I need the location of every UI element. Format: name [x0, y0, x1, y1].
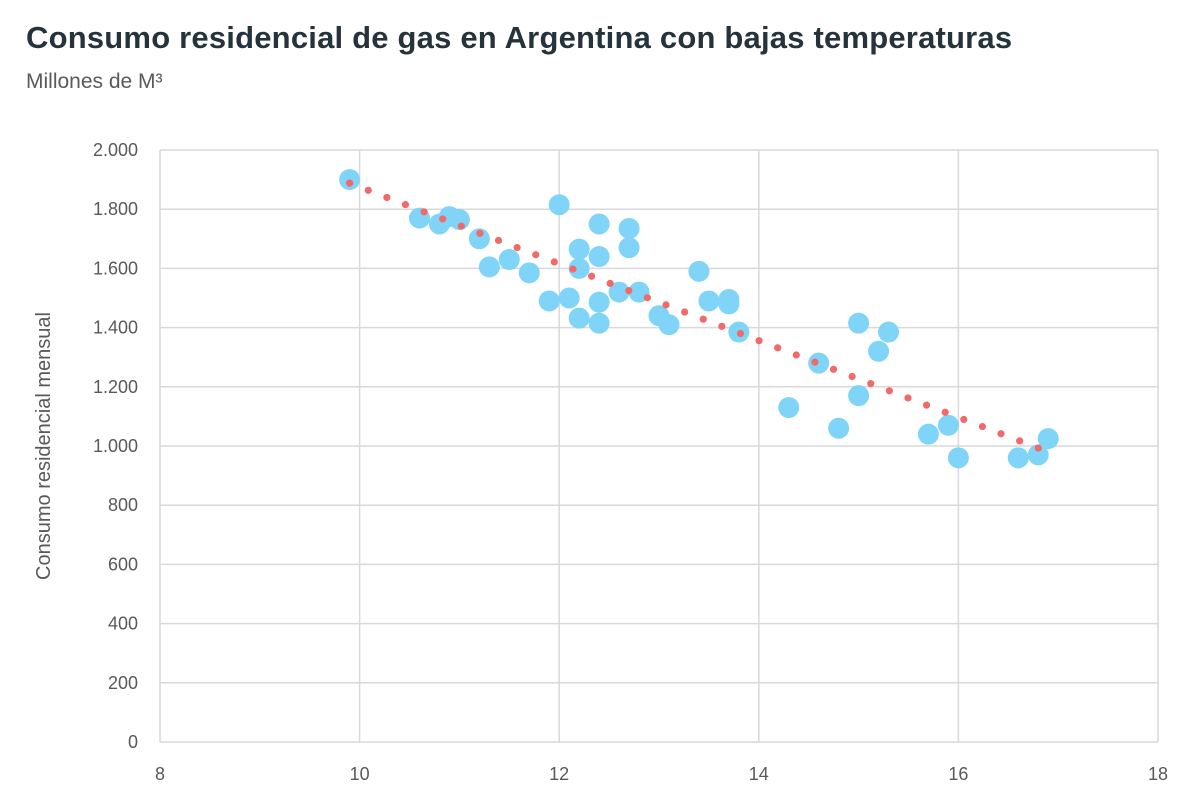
trendline-dot	[718, 322, 726, 330]
data-point	[868, 340, 890, 362]
data-point	[937, 414, 959, 436]
trendline-dot	[960, 415, 968, 424]
data-point	[947, 447, 969, 469]
trendline-dot	[625, 286, 633, 295]
trendline-dot	[662, 301, 670, 309]
x-tick-label: 12	[549, 764, 569, 784]
data-point	[588, 312, 610, 334]
data-point	[618, 217, 640, 239]
trendline-dot	[569, 265, 577, 273]
data-point	[468, 228, 490, 250]
trendline-dot	[755, 337, 763, 345]
x-tick-label: 10	[350, 764, 370, 784]
data-point	[558, 287, 580, 309]
trendline-dot	[457, 222, 465, 230]
trendline-dot	[774, 344, 782, 352]
data-point	[1027, 444, 1049, 466]
data-point	[808, 352, 830, 374]
data-point	[778, 397, 800, 419]
data-point	[848, 385, 870, 407]
trendline-dot	[829, 365, 838, 373]
y-tick-label: 1.600	[93, 258, 138, 278]
trendline-dot	[550, 258, 558, 266]
trendline-dot	[681, 308, 689, 316]
trendline-dot	[1016, 437, 1024, 445]
x-tick-label: 14	[749, 764, 769, 784]
trendline-dot	[848, 372, 856, 381]
data-point	[618, 237, 640, 259]
trendline-dot	[978, 422, 987, 431]
y-tick-label: 1.200	[93, 377, 138, 397]
data-point	[548, 194, 570, 216]
data-point	[718, 293, 740, 315]
trendline-dot	[885, 387, 893, 395]
trendline-dot	[867, 380, 875, 388]
data-point	[698, 290, 720, 312]
trendline-dot	[532, 251, 540, 259]
trendline-dot	[476, 229, 484, 237]
trendline-dot	[904, 394, 912, 402]
trendline-dot	[811, 358, 819, 366]
trendline-dot	[364, 186, 372, 194]
trendline-dot	[439, 215, 447, 223]
data-point	[688, 260, 710, 282]
y-tick-label: 0	[128, 732, 138, 752]
x-tick-label: 8	[155, 764, 165, 784]
data-point	[878, 321, 900, 343]
y-tick-label: 1.000	[93, 436, 138, 456]
y-tick-label: 200	[108, 673, 138, 693]
trendline-dot	[1034, 444, 1042, 452]
trendline-dot	[383, 193, 391, 202]
y-tick-label: 2.000	[93, 140, 138, 160]
data-point	[448, 209, 470, 231]
data-point	[848, 312, 870, 334]
trendline-dot	[513, 243, 521, 252]
data-point	[608, 281, 630, 303]
data-point	[568, 307, 590, 329]
data-point	[518, 262, 540, 284]
data-point	[588, 213, 610, 235]
data-point	[1037, 428, 1059, 450]
trendline-dot	[606, 279, 614, 287]
x-tick-label: 18	[1148, 764, 1168, 784]
trendline-dot	[922, 401, 931, 409]
data-point	[828, 417, 850, 439]
chart-title: Consumo residencial de gas en Argentina …	[26, 20, 1013, 55]
data-point	[917, 423, 939, 445]
data-point	[568, 257, 590, 279]
trendline-dot	[420, 208, 428, 216]
trendline-dot	[346, 179, 354, 187]
y-tick-label: 800	[108, 495, 138, 515]
trendline-dot	[699, 315, 707, 323]
y-tick-label: 600	[108, 554, 138, 574]
chart-subtitle: Millones de M³	[26, 70, 163, 93]
data-point	[478, 256, 500, 278]
trendline-dot	[997, 430, 1005, 438]
data-point	[538, 290, 560, 312]
data-point	[1007, 447, 1029, 469]
trendline-dot	[587, 272, 596, 280]
y-tick-label: 1.800	[93, 199, 138, 219]
data-point	[568, 238, 590, 260]
trendline-dot	[643, 294, 652, 302]
y-tick-label: 400	[108, 614, 138, 634]
data-point	[658, 314, 680, 336]
trendline-dot	[792, 351, 800, 359]
y-tick-label: 1.400	[93, 318, 138, 338]
data-point	[588, 246, 610, 268]
y-axis-label: Consumo residencial mensual	[33, 312, 55, 580]
trendline-dot	[401, 201, 410, 209]
data-point	[588, 291, 610, 313]
data-point	[498, 249, 520, 271]
trendline-dot	[494, 236, 503, 245]
x-tick-label: 16	[948, 764, 968, 784]
trendline-dot	[941, 408, 949, 416]
trendline-dot	[736, 329, 745, 338]
